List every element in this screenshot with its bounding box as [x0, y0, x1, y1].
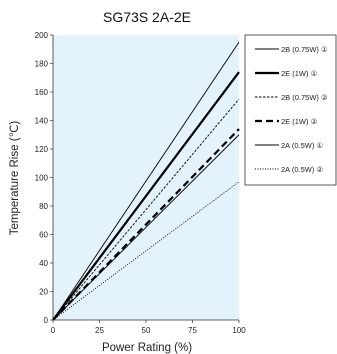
y-tick-label: 160 — [35, 88, 49, 97]
legend-box — [244, 34, 337, 186]
y-tick-label: 20 — [39, 288, 48, 297]
legend-label: 2A (0.5W) ② — [281, 165, 323, 174]
series-line-5 — [52, 134, 240, 321]
y-tick-label: 120 — [35, 145, 49, 154]
series-line-1 — [52, 41, 240, 321]
y-ticks: 0 20 40 60 80 100 120 140 160 180 200 — [35, 31, 53, 325]
y-tick-label: 180 — [35, 60, 49, 69]
y-tick-label: 80 — [39, 202, 48, 211]
y-axis-label: Temperature Rise (℃) — [9, 121, 21, 236]
plot-area — [53, 35, 239, 320]
x-ticks: 0 25 50 75 100 — [51, 320, 246, 335]
legend-label: 2B (0.75W) ② — [281, 93, 328, 102]
y-tick-label: 200 — [35, 31, 49, 40]
x-tick-label: 75 — [188, 326, 197, 335]
x-tick-label: 25 — [95, 326, 104, 335]
x-tick-label: 0 — [51, 326, 56, 335]
series-line-2 — [52, 71, 240, 321]
legend-label: 2B (0.75W) ① — [281, 45, 328, 54]
legend-label: 2A (0.5W) ① — [281, 141, 323, 150]
y-tick-label: 140 — [35, 117, 49, 126]
chart-title: SG73S 2A-2E — [103, 9, 191, 25]
y-tick-label: 100 — [35, 174, 49, 183]
y-tick-label: 40 — [39, 259, 48, 268]
legend: 2B (0.75W) ① 2E (1W) ① 2B (0.75W) ② 2E (1W)… — [244, 34, 337, 186]
legend-label: 2E (1W) ② — [281, 117, 318, 126]
series-line-4 — [52, 128, 240, 321]
x-tick-label: 100 — [232, 326, 246, 335]
series-line-6 — [52, 181, 240, 321]
x-axis-label: Power Rating (%) — [102, 342, 192, 354]
legend-label: 2E (1W) ① — [281, 69, 318, 78]
y-tick-label: 60 — [39, 231, 48, 240]
x-tick-label: 50 — [142, 326, 151, 335]
y-tick-label: 0 — [44, 316, 49, 325]
series-lines — [52, 41, 240, 321]
series-line-3 — [52, 98, 240, 321]
